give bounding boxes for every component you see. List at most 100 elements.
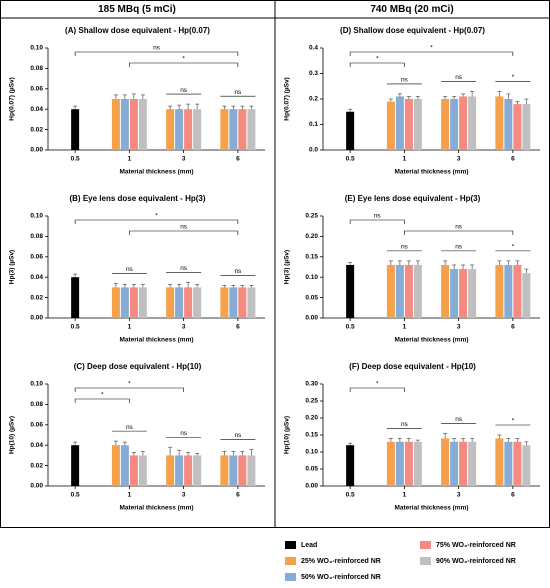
bar xyxy=(395,96,404,150)
y-axis-label: Hp(0.07) (µSv) xyxy=(9,77,16,120)
bar xyxy=(193,109,202,150)
y-axis-label: Hp(10) (µSv) xyxy=(9,416,16,454)
bar xyxy=(184,109,193,150)
y-tick-label: 0.08 xyxy=(30,401,43,408)
bar xyxy=(238,109,247,150)
bar xyxy=(229,287,238,318)
y-tick-label: 0.05 xyxy=(305,466,318,473)
chart-title: (A) Shallow dose equivalent - Hp(0.07) xyxy=(65,26,210,35)
x-tick-label: 0.5 xyxy=(71,324,80,331)
bar xyxy=(513,441,522,486)
y-tick-label: 0.10 xyxy=(30,381,43,388)
y-tick-label: 0.0 xyxy=(309,147,318,154)
x-tick-label: 3 xyxy=(182,156,186,163)
bar xyxy=(229,455,238,486)
bar xyxy=(346,445,355,486)
y-axis-label: Hp(10) (µSv) xyxy=(284,416,291,454)
annotation: * xyxy=(512,418,515,425)
bar xyxy=(504,99,513,150)
bar xyxy=(450,441,459,486)
y-tick-label: 0.02 xyxy=(30,462,43,469)
bar xyxy=(238,287,247,318)
x-tick-label: 3 xyxy=(457,492,461,499)
bar xyxy=(71,445,80,486)
bar xyxy=(71,277,80,318)
bar xyxy=(459,269,468,318)
y-tick-label: 0.10 xyxy=(30,45,43,52)
bar xyxy=(450,99,459,150)
bar xyxy=(247,455,256,486)
y-tick-label: 0.05 xyxy=(305,294,318,301)
x-axis-label: Material thickness (mm) xyxy=(119,337,193,344)
x-tick-label: 3 xyxy=(182,492,186,499)
y-tick-label: 0.08 xyxy=(30,233,43,240)
x-tick-label: 1 xyxy=(128,156,132,163)
x-tick-label: 1 xyxy=(403,156,407,163)
bar xyxy=(441,99,450,150)
y-tick-label: 0.4 xyxy=(309,45,318,52)
y-axis-label: Hp(3) (µSv) xyxy=(9,250,16,284)
x-axis-label: Material thickness (mm) xyxy=(394,337,468,344)
x-tick-label: 1 xyxy=(403,492,407,499)
bar xyxy=(220,455,229,486)
bar xyxy=(175,455,184,486)
bar xyxy=(184,455,193,486)
x-tick-label: 6 xyxy=(236,156,240,163)
bar xyxy=(522,445,531,486)
bar xyxy=(129,455,138,486)
y-tick-label: 0.25 xyxy=(305,213,318,220)
annotation: ns xyxy=(234,89,242,96)
legend-swatch xyxy=(285,557,296,565)
y-tick-label: 0.02 xyxy=(30,126,43,133)
column-header: 740 MBq (20 mCi) xyxy=(370,4,453,15)
legend-swatch xyxy=(285,541,296,549)
annotation: * xyxy=(128,381,131,388)
bar xyxy=(495,264,504,318)
y-tick-label: 0.20 xyxy=(305,415,318,422)
bar xyxy=(346,264,355,318)
annotation-bracket xyxy=(74,219,239,224)
x-tick-label: 1 xyxy=(403,324,407,331)
x-tick-label: 3 xyxy=(457,156,461,163)
annotation: ns xyxy=(180,224,188,231)
x-tick-label: 1 xyxy=(128,324,132,331)
annotation: ns xyxy=(455,244,463,251)
bar xyxy=(441,264,450,318)
y-tick-label: 0.00 xyxy=(30,483,43,490)
x-axis-label: Material thickness (mm) xyxy=(394,169,468,176)
y-tick-label: 0.1 xyxy=(309,121,318,128)
bar xyxy=(495,96,504,150)
annotation-bracket xyxy=(74,51,239,56)
y-tick-label: 0.15 xyxy=(305,432,318,439)
x-tick-label: 0.5 xyxy=(346,156,355,163)
bar xyxy=(247,109,256,150)
bar xyxy=(386,101,395,150)
annotation-bracket xyxy=(74,398,130,403)
bar xyxy=(513,104,522,150)
bar xyxy=(166,455,175,486)
y-tick-label: 0.10 xyxy=(305,274,318,281)
y-axis-label: Hp(0.07) (µSv) xyxy=(284,77,291,120)
bar xyxy=(111,99,120,150)
bar xyxy=(129,99,138,150)
y-tick-label: 0.15 xyxy=(305,254,318,261)
bar xyxy=(120,287,129,318)
bar xyxy=(522,273,531,318)
annotation-bracket xyxy=(349,219,405,224)
annotation: ns xyxy=(401,77,409,84)
annotation-bracket xyxy=(74,387,184,392)
legend-label: Lead xyxy=(301,542,317,549)
x-tick-label: 6 xyxy=(511,492,515,499)
y-tick-label: 0.3 xyxy=(309,70,318,77)
bar xyxy=(138,455,147,486)
x-axis-label: Material thickness (mm) xyxy=(119,505,193,512)
chart-title: (B) Eye lens dose equivalent - Hp(3) xyxy=(69,194,205,203)
y-tick-label: 0.04 xyxy=(30,274,43,281)
chart-title: (F) Deep dose equivalent - Hp(10) xyxy=(349,362,476,371)
y-tick-label: 0.00 xyxy=(305,315,318,322)
y-tick-label: 0.06 xyxy=(30,422,43,429)
bar xyxy=(193,455,202,486)
legend-label: 90% WO₃-reinforced NR xyxy=(436,558,516,565)
y-axis-label: Hp(3) (µSv) xyxy=(284,250,291,284)
